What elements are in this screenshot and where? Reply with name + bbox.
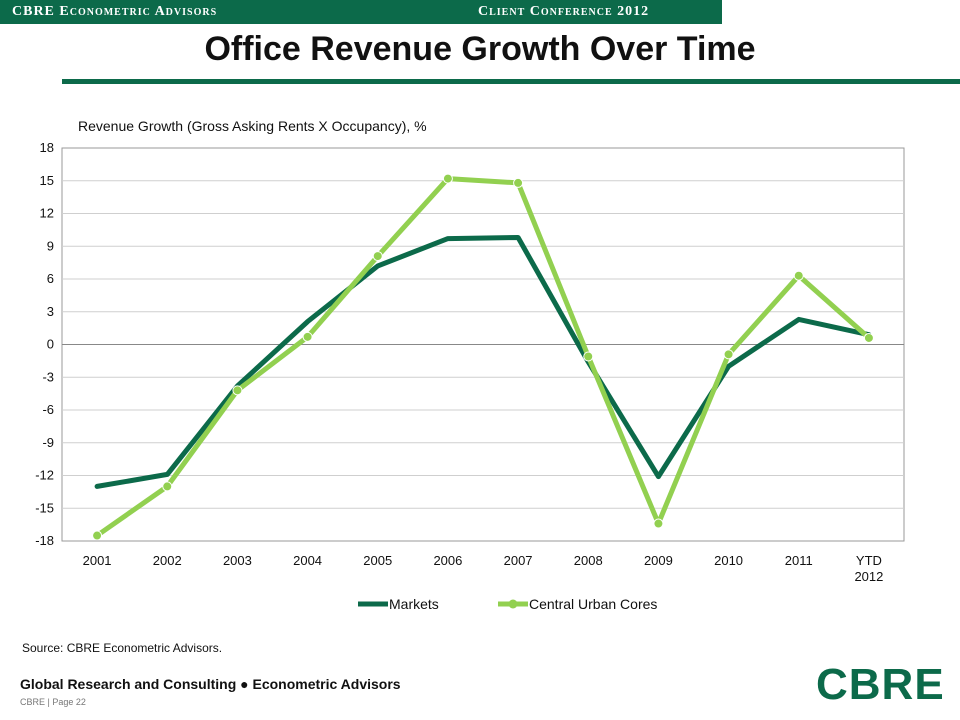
header-bar: CBRE Econometric Advisors Client Confere…: [0, 0, 722, 24]
x-axis-ticks: 2001 2002 2003 2004 2005 2006 2007 2008 2009 2010…: [83, 553, 884, 584]
chart-title: Revenue Growth (Gross Asking Rents X Occ…: [78, 118, 427, 134]
data-point: [583, 351, 594, 362]
legend-label: Markets: [389, 596, 439, 612]
y-tick-label: 15: [40, 173, 54, 188]
series-line-1: [94, 176, 872, 538]
x-tick-label: 2002: [153, 553, 182, 568]
y-tick-label: -3: [42, 369, 54, 384]
x-tick-label: 2003: [223, 553, 252, 568]
y-tick-label: -15: [35, 500, 54, 515]
data-point: [92, 530, 103, 541]
x-tick-label: 2001: [83, 553, 112, 568]
title-rule: [62, 79, 960, 84]
footer-page-number: CBRE | Page 22: [20, 697, 86, 707]
data-point: [723, 349, 734, 360]
series-line-0: [94, 235, 872, 489]
x-tick-label: 2009: [644, 553, 673, 568]
header-left-label: CBRE Econometric Advisors: [12, 4, 218, 19]
y-tick-label: -9: [42, 435, 54, 450]
y-tick-label: 0: [47, 337, 54, 352]
data-point: [232, 385, 243, 396]
y-tick-label: 12: [40, 206, 54, 221]
x-tick-label: 2006: [433, 553, 462, 568]
legend: Markets Central Urban Cores: [358, 596, 657, 612]
y-tick-label: 18: [40, 140, 54, 155]
y-tick-label: -12: [35, 468, 54, 483]
x-tick-label: YTD 2012: [854, 553, 883, 584]
header-right-label: Client Conference 2012: [478, 4, 650, 19]
page-title: Office Revenue Growth Over Time: [204, 30, 756, 68]
legend-label: Central Urban Cores: [529, 596, 657, 612]
data-point: [162, 481, 173, 492]
x-tick-label: 2007: [504, 553, 533, 568]
x-tick-label: 2011: [785, 553, 813, 568]
data-point: [302, 331, 313, 342]
footer-org: Global Research and Consulting ● Econome…: [20, 676, 401, 692]
y-axis-ticks: 18 15 12 9 6 3 0 -3 -6 -9 -12 -15 -18: [35, 140, 54, 548]
x-tick-label: 2010: [714, 553, 743, 568]
data-point: [653, 518, 664, 529]
y-tick-label: 9: [47, 238, 54, 253]
gridlines: [62, 180, 904, 509]
data-point: [863, 332, 874, 343]
x-tick-label: 2004: [293, 553, 322, 568]
data-point: [793, 270, 804, 281]
y-tick-label: 3: [47, 304, 54, 319]
cbre-logo: CBRE: [816, 660, 945, 709]
y-tick-label: -18: [35, 533, 54, 548]
y-tick-label: -6: [42, 402, 54, 417]
y-tick-label: 6: [47, 271, 54, 286]
data-point: [372, 251, 383, 262]
x-tick-label: 2008: [574, 553, 603, 568]
line-chart: Revenue Growth (Gross Asking Rents X Occ…: [22, 118, 905, 655]
source-note: Source: CBRE Econometric Advisors.: [22, 641, 222, 655]
legend-marker: [508, 599, 518, 609]
data-point: [513, 177, 524, 188]
data-point: [442, 173, 453, 184]
x-tick-label: 2005: [363, 553, 392, 568]
series-lines: [92, 173, 874, 541]
